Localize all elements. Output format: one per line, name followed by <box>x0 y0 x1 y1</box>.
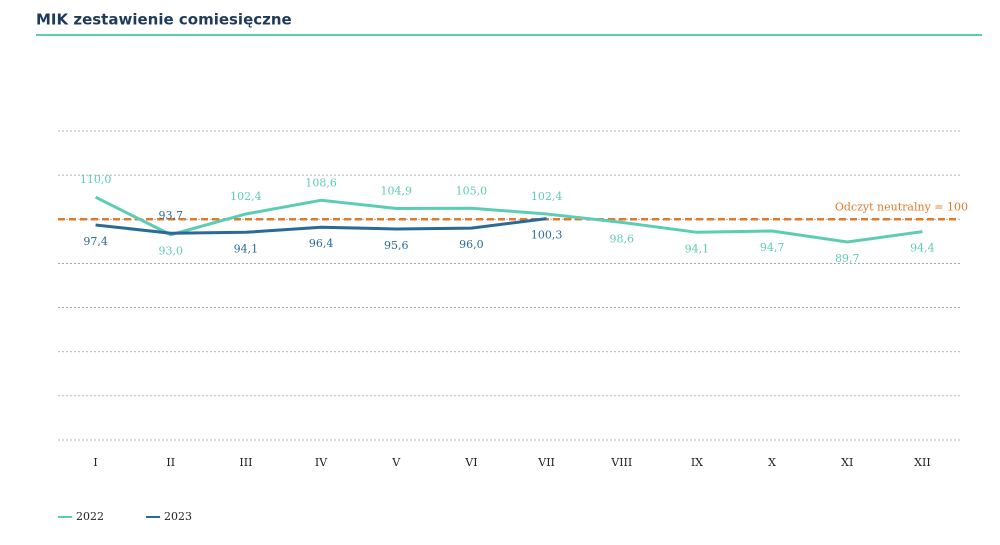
x-tick-label: I <box>93 456 97 469</box>
series-line <box>94 195 923 244</box>
data-label: 93,0 <box>159 245 184 258</box>
reference-label: Odczyt neutralny = 100 <box>835 200 968 213</box>
data-label: 94,1 <box>234 242 259 255</box>
data-label: 100,3 <box>531 229 563 242</box>
data-label: 108,6 <box>305 176 337 189</box>
x-tick-label: IV <box>315 456 328 469</box>
data-label: 94,1 <box>685 242 710 255</box>
x-tick-label: XI <box>841 456 853 469</box>
series-line <box>95 217 547 235</box>
data-label: 105,0 <box>456 184 488 197</box>
data-label: 104,9 <box>381 184 413 197</box>
x-tick-label: IX <box>691 456 703 469</box>
data-label: 95,6 <box>384 239 409 252</box>
data-label: 93,7 <box>159 209 184 222</box>
data-label: 102,4 <box>230 190 262 203</box>
x-tick-label: X <box>768 456 776 469</box>
x-tick-label: VI <box>464 456 477 469</box>
x-tick-label: VIII <box>610 456 632 469</box>
legend-label: 2022 <box>76 510 104 523</box>
data-label: 96,0 <box>459 238 484 251</box>
data-label: 102,4 <box>531 190 563 203</box>
data-label: 94,7 <box>760 241 785 254</box>
data-label: 110,0 <box>80 173 112 186</box>
data-label: 98,6 <box>610 232 635 245</box>
chart-title: MIK zestawienie comiesięczne <box>36 11 292 29</box>
x-tick-label: III <box>239 456 252 469</box>
legend-label: 2023 <box>164 510 192 523</box>
x-tick-label: VII <box>537 456 555 469</box>
data-label: 89,7 <box>835 252 860 265</box>
data-label: 96,4 <box>309 237 334 250</box>
data-label: 94,4 <box>910 242 935 255</box>
x-tick-label: II <box>166 456 175 469</box>
x-tick-label: V <box>391 456 401 469</box>
data-label: 97,4 <box>83 235 108 248</box>
x-tick-label: XII <box>914 456 931 469</box>
